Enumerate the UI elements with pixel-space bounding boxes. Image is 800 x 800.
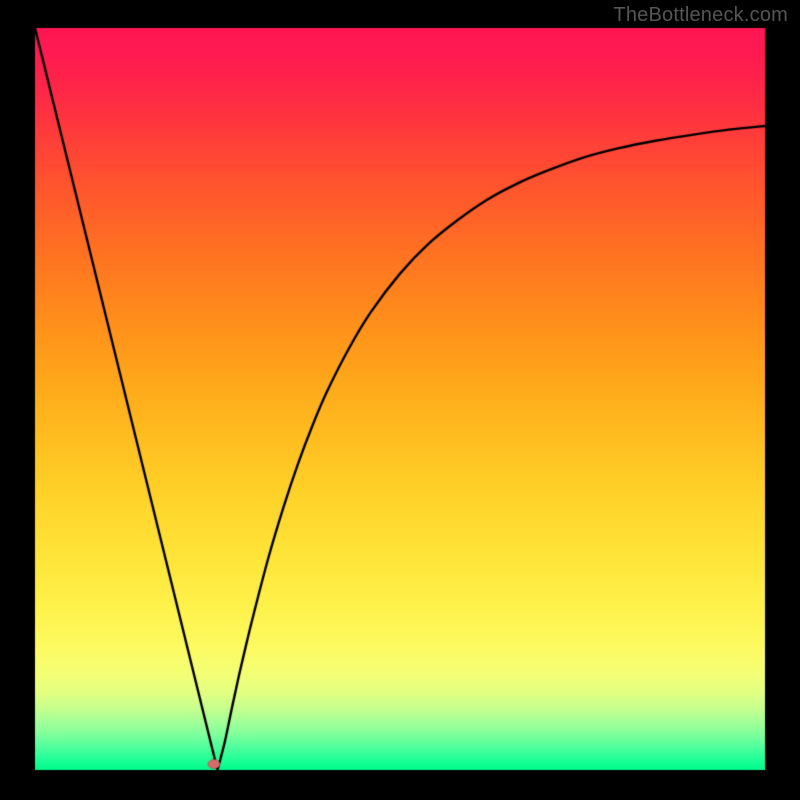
chart-container: TheBottleneck.com <box>0 0 800 800</box>
bottleneck-curve-plot <box>0 0 800 800</box>
watermark-label: TheBottleneck.com <box>613 4 788 27</box>
